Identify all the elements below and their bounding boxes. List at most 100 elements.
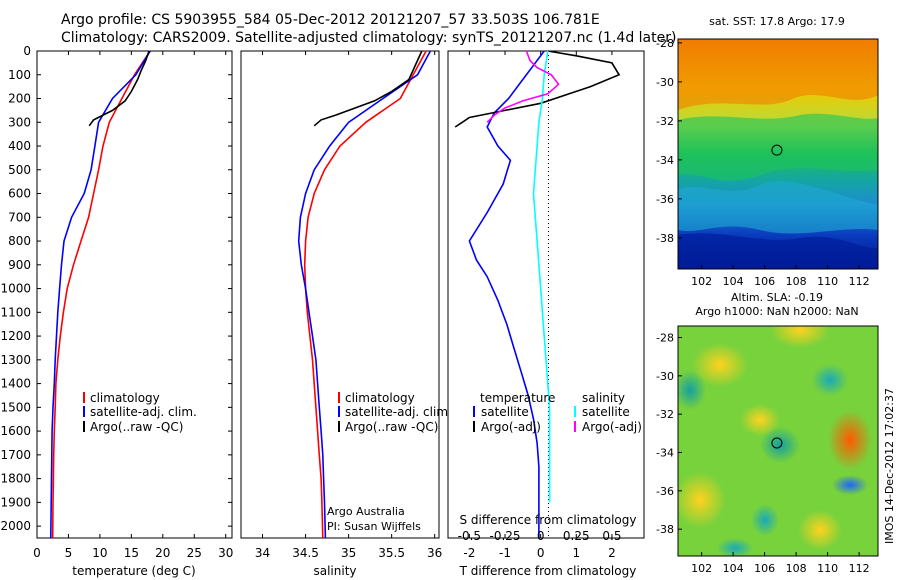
x-tick-label: 36 <box>427 546 442 560</box>
sst-lat-ticks: -28 -30 -32 -34 -36 -38 <box>656 37 682 245</box>
argo-float-marker <box>771 144 783 156</box>
lat-tick-label: -38 <box>656 232 674 245</box>
lat-tick-label: -32 <box>656 115 674 128</box>
depth-tick-label: 600 <box>8 187 31 201</box>
temperature-axes-frame <box>36 50 233 539</box>
sst-deep-band <box>678 233 878 269</box>
salinity-difference-tick-labels: -0.5 -0.25 0 0.25 0.5 <box>458 529 622 543</box>
sla-high-anomaly <box>740 404 780 436</box>
sla-low-anomaly <box>760 427 800 463</box>
x-tick-label: 30 <box>218 546 233 560</box>
legend-title-salinity: salinity <box>582 391 625 405</box>
lon-tick-label: 108 <box>786 275 807 288</box>
x-tick-label: 34 <box>255 546 270 560</box>
difference-axes-frame <box>447 50 645 539</box>
series-line-2 <box>313 50 423 127</box>
legend-label-t-satellite: satellite <box>481 405 529 419</box>
depth-tick-label: 700 <box>8 210 31 224</box>
series-line-1 <box>50 50 151 539</box>
legend-label-s-argo: Argo(-adj) <box>582 420 642 434</box>
depth-tick-label: 1200 <box>0 329 31 343</box>
sla-high-anomaly <box>798 510 842 550</box>
x-tick-label: 34.5 <box>292 546 319 560</box>
temperature-lines <box>50 50 151 539</box>
depth-tick-label: 1900 <box>0 495 31 509</box>
x-tick-label: 10 <box>92 546 107 560</box>
difference-lines <box>454 50 621 538</box>
depth-tick-label: 300 <box>8 115 31 129</box>
argo-float-marker <box>771 437 783 449</box>
lon-tick-label: 106 <box>754 275 775 288</box>
salinity-axes-frame <box>240 50 440 539</box>
lat-tick-label: -36 <box>656 485 674 498</box>
legend-label-argo: Argo(..raw -QC) <box>90 420 183 434</box>
x-tick-label: 35 <box>341 546 356 560</box>
x-tick-label: 0 <box>537 546 545 560</box>
lon-tick-label: 104 <box>723 275 744 288</box>
legend-title-temperature: temperature <box>480 391 555 405</box>
sla-low-anomaly <box>678 370 706 410</box>
x-tick-label: 20 <box>155 546 170 560</box>
legend-label-argo: Argo(..raw -QC) <box>345 420 438 434</box>
temperature-legend: climatology satellite-adj. clim. Argo(..… <box>83 391 197 434</box>
lat-tick-label: -28 <box>656 37 674 50</box>
sla-low-anomaly <box>717 538 753 556</box>
x-tick-label: -2 <box>463 546 475 560</box>
difference-panel: -2 -1 0 1 2 T difference from climatology S … <box>447 50 645 578</box>
lat-tick-label: -36 <box>656 193 674 206</box>
salinity-legend: climatology satellite-adj. clim. Argo(..… <box>338 391 452 434</box>
depth-tick-label: 900 <box>8 258 31 272</box>
temperature-x-ticks: 0 5 10 15 20 25 30 <box>33 51 233 560</box>
depth-tick-label: 500 <box>8 163 31 177</box>
sla-map-panel: Altim. SLA: -0.19 Argo h1000: NaN h2000:… <box>656 291 879 575</box>
lon-tick-label: 110 <box>817 562 838 575</box>
legend-label-t-argo: Argo(-adj) <box>481 420 541 434</box>
depth-tick-label: 400 <box>8 139 31 153</box>
sst-map-title: sat. SST: 17.8 Argo: 17.9 <box>709 15 845 28</box>
header-line-1: Argo profile: CS 5903955_584 05-Dec-2012… <box>61 12 600 28</box>
sst-green-band <box>678 113 878 181</box>
x-tick-label: 25 <box>187 546 202 560</box>
depth-tick-label: 2000 <box>0 519 31 533</box>
salinity-diff-tick-label: 0.5 <box>602 529 621 543</box>
sla-heatmap <box>678 326 878 556</box>
x-tick-label: 5 <box>65 546 73 560</box>
x-tick-label: 1 <box>572 546 580 560</box>
sst-warm-band <box>678 39 878 110</box>
imos-timestamp-label: IMOS 14-Dec-2012 17:02:37 <box>883 388 896 544</box>
series-line-0 <box>468 50 545 538</box>
difference-x-label-bottom: T difference from climatology <box>459 564 637 578</box>
lon-tick-label: 102 <box>691 275 712 288</box>
sla-low-anomaly <box>832 475 868 495</box>
lon-tick-label: 102 <box>691 562 712 575</box>
lon-tick-label: 110 <box>817 275 838 288</box>
legend-label-s-satellite: satellite <box>582 405 630 419</box>
lat-tick-label: -34 <box>656 447 674 460</box>
sla-axes-frame <box>677 325 879 557</box>
difference-x-label-top: S difference from climatology <box>460 513 637 527</box>
legend-label-satellite: satellite-adj. clim. <box>345 405 452 419</box>
x-tick-label: 15 <box>124 546 139 560</box>
sla-map-title-line-2: Argo h1000: NaN h2000: NaN <box>695 305 858 318</box>
salinity-diff-tick-label: -0.5 <box>458 529 481 543</box>
sla-lon-ticks: 102 104 106 108 110 112 <box>691 552 870 575</box>
series-line-0 <box>51 50 151 539</box>
sla-high-anomaly <box>678 472 726 528</box>
lat-tick-label: -30 <box>656 76 674 89</box>
depth-tick-label: 1000 <box>0 282 31 296</box>
difference-x-ticks: -2 -1 0 1 2 <box>463 51 616 560</box>
difference-legend: temperature salinity satellite Argo(-adj… <box>473 391 642 434</box>
temperature-x-label: temperature (deg C) <box>72 564 195 578</box>
x-tick-label: -1 <box>499 546 511 560</box>
sla-low-anomaly <box>751 504 779 536</box>
salinity-lines <box>297 50 432 539</box>
lon-tick-label: 112 <box>849 275 870 288</box>
header-line-2: Climatology: CARS2009. Satellite-adjuste… <box>61 30 676 46</box>
sst-lon-ticks: 102 104 106 108 110 112 <box>691 265 870 288</box>
sst-heatmap <box>678 39 878 269</box>
lon-tick-label: 106 <box>754 562 775 575</box>
series-line-1 <box>454 50 621 128</box>
sst-cyan-band <box>678 181 878 234</box>
series-line-1 <box>297 50 432 539</box>
lon-tick-label: 112 <box>849 562 870 575</box>
